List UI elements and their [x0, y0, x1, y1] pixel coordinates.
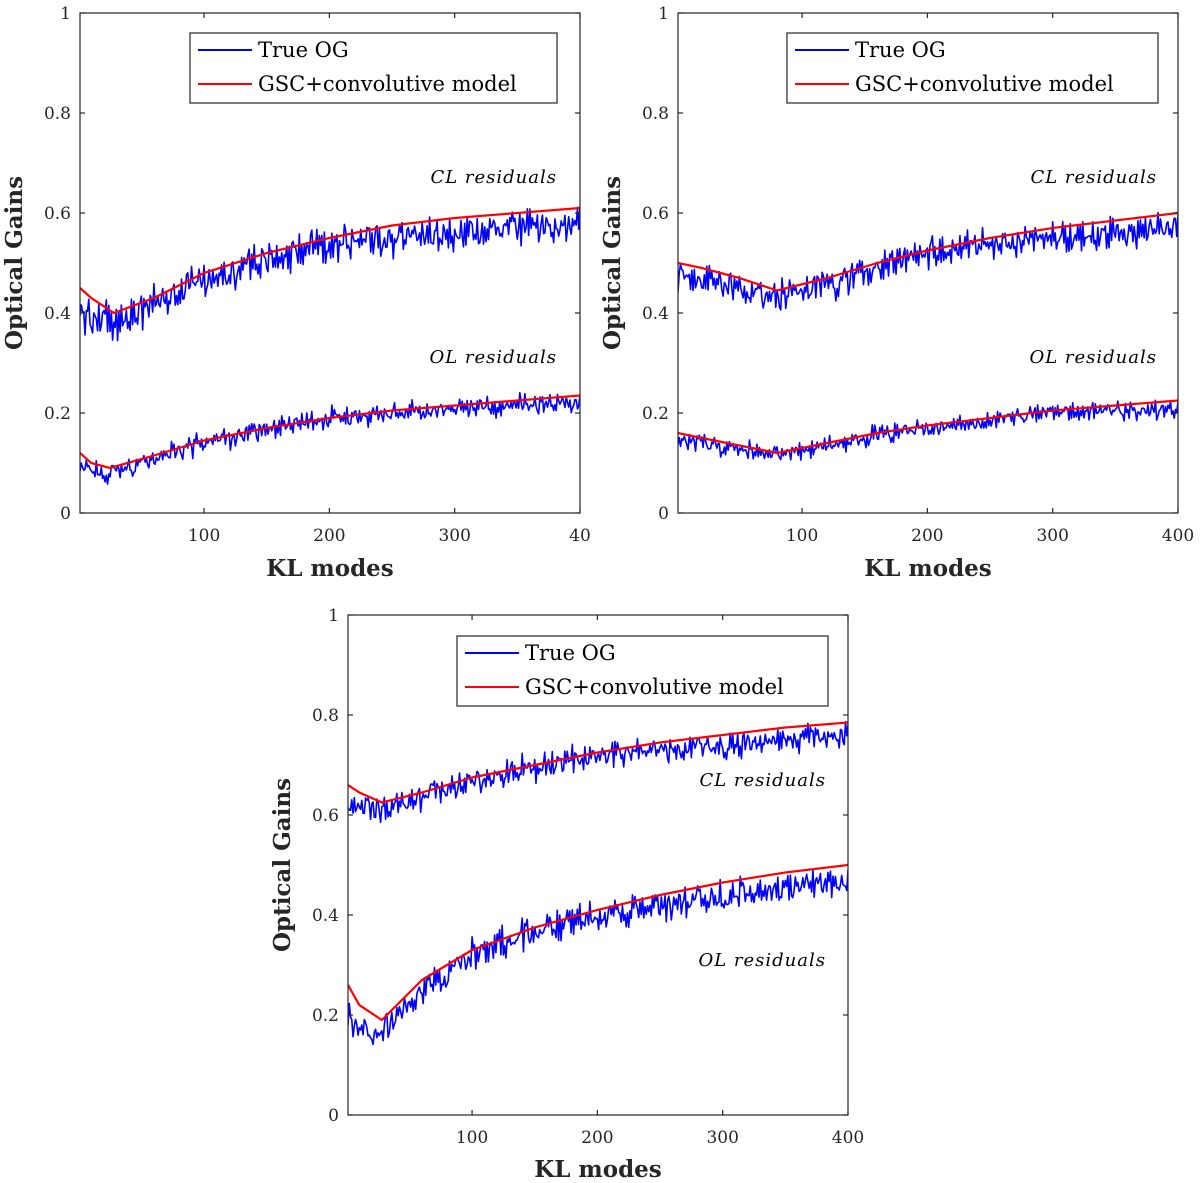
legend-label-model: GSC+convolutive model: [258, 72, 517, 96]
annotation-cl-residuals: CL residuals: [699, 770, 826, 791]
y-tick-label: 0.2: [44, 404, 71, 424]
y-axis-title: Optical Gains: [599, 176, 626, 350]
annotation-ol-residuals: OL residuals: [429, 347, 557, 368]
x-tick-label: 100: [456, 1128, 488, 1148]
chart-panel-1: 0 0.2 0.4 0.6 0.8 1 100 200 300 40 KL modes Optical…: [1, 4, 591, 582]
y-tick-label: 0.4: [642, 304, 669, 324]
series-model-ol-line: [348, 863, 848, 1022]
chart-panel-3: 0 0.2 0.4 0.6 0.8 1 100 200 300 400 KL modes Optica…: [269, 606, 864, 1183]
series-true-og-ol-line: [80, 391, 580, 485]
legend-box: [189, 32, 558, 104]
x-tick-label: 400: [1162, 526, 1194, 546]
axes-box: [79, 12, 581, 514]
y-tick-label: 1: [658, 4, 669, 24]
y-tick-label: 0.4: [312, 906, 339, 926]
y-axis-title: Optical Gains: [269, 778, 296, 952]
series-true-og-ol-line: [678, 399, 1178, 461]
y-tick-label: 0.4: [44, 304, 71, 324]
series-model-cl-line: [678, 211, 1178, 292]
y-tick-label: 0.6: [312, 806, 339, 826]
legend: True OG GSC+convolutive model: [189, 32, 558, 104]
y-tick-label: 0.6: [642, 204, 669, 224]
series-model-ol-line: [80, 394, 580, 470]
axes-box: [347, 614, 849, 1116]
series-true-og-ol-line: [348, 868, 848, 1046]
y-tick-label: 1: [328, 606, 339, 626]
x-axis-title: KL modes: [534, 1156, 662, 1183]
y-tick-label: 0: [60, 504, 71, 524]
x-tick-label: 100: [188, 526, 220, 546]
y-tick-label: 0.8: [312, 706, 339, 726]
y-tick-label: 0.6: [44, 204, 71, 224]
legend-label-model: GSC+convolutive model: [525, 675, 784, 699]
legend-label-true-og: True OG: [855, 38, 946, 62]
legend-label-model: GSC+convolutive model: [855, 72, 1114, 96]
legend: True OG GSC+convolutive model: [786, 32, 1159, 104]
series-model-cl-line: [348, 721, 848, 804]
chart-panel-2: 0 0.2 0.4 0.6 0.8 1 100 200 300 400 KL modes Optica…: [599, 4, 1194, 582]
y-tick-label: 0.8: [642, 104, 669, 124]
legend-box: [786, 32, 1159, 104]
series-model-ol-line: [678, 399, 1178, 455]
x-tick-label: 200: [581, 1128, 613, 1148]
annotation-cl-residuals: CL residuals: [430, 167, 557, 188]
x-tick-label: 400: [832, 1128, 864, 1148]
x-axis-title: KL modes: [266, 555, 394, 582]
legend-label-true-og: True OG: [525, 641, 616, 665]
y-tick-label: 0.8: [44, 104, 71, 124]
annotation-ol-residuals: OL residuals: [698, 950, 826, 971]
x-tick-label: 40: [569, 526, 591, 546]
y-tick-label: 0.2: [312, 1006, 339, 1026]
x-tick-label: 300: [1036, 526, 1068, 546]
x-tick-label: 300: [706, 1128, 738, 1148]
series-true-og-cl-line: [348, 720, 848, 824]
series-true-og-cl-line: [80, 205, 580, 342]
x-tick-label: 200: [313, 526, 345, 546]
legend: True OG GSC+convolutive model: [456, 635, 829, 707]
y-tick-label: 0: [658, 504, 669, 524]
series-true-og-cl-line: [678, 211, 1178, 311]
x-tick-label: 300: [438, 526, 470, 546]
annotation-cl-residuals: CL residuals: [1030, 167, 1157, 188]
y-axis-title: Optical Gains: [1, 176, 28, 350]
y-tick-label: 1: [60, 4, 71, 24]
y-tick-label: 0: [328, 1106, 339, 1126]
axes-box: [677, 12, 1179, 514]
y-tick-label: 0.2: [642, 404, 669, 424]
annotation-ol-residuals: OL residuals: [1029, 347, 1157, 368]
x-tick-label: 100: [786, 526, 818, 546]
x-tick-label: 200: [911, 526, 943, 546]
series-model-cl-line: [80, 206, 580, 315]
x-axis-title: KL modes: [864, 555, 992, 582]
legend-label-true-og: True OG: [258, 38, 349, 62]
legend-box: [456, 635, 829, 707]
